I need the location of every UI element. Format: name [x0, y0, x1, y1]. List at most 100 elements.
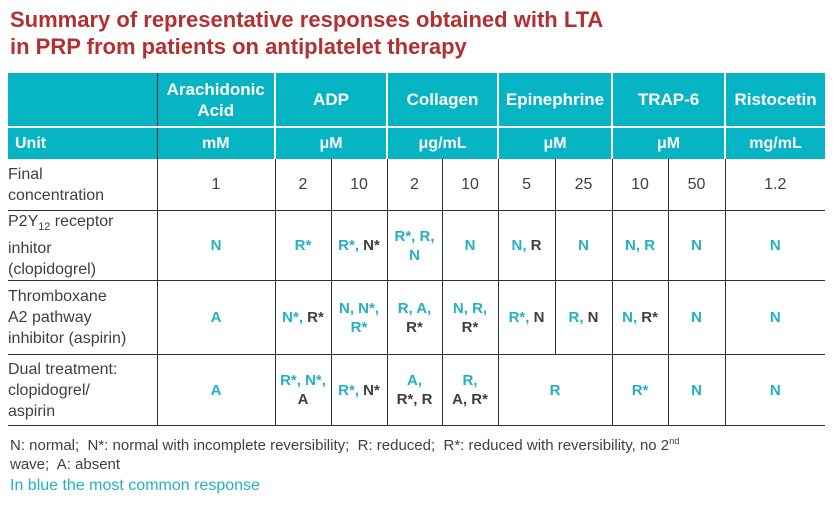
table-row-thromboxane-a2-pathway-inhibitor-aspirin: Thromboxane A2 pathway inhibitor (aspiri…	[8, 280, 826, 356]
unit-cell: μg/mL	[387, 126, 500, 159]
common-response-text: R,	[462, 372, 478, 390]
unit-cell: μM	[498, 126, 614, 159]
common-response-text: N, N*, R*	[338, 299, 379, 336]
response-cell: N	[724, 280, 826, 356]
common-response-text: N, R	[625, 237, 656, 255]
figure-title: Summary of representative responses obta…	[10, 6, 833, 60]
response-cell: 10	[330, 159, 387, 211]
table-header: Arachidonic Acid ADP Collagen Epinephrine TR…	[8, 73, 826, 159]
common-response-text: R	[549, 381, 561, 399]
figure-page: Summary of representative responses obta…	[0, 6, 833, 511]
response-cell: N	[554, 210, 613, 282]
response-cell: R*, N*	[330, 354, 387, 427]
common-response-text: N	[769, 237, 781, 255]
response-cell: 1.2	[724, 159, 826, 211]
response-text: N	[529, 309, 545, 327]
response-cell: R*, N*, A	[274, 354, 331, 427]
common-response-text: R*	[294, 237, 312, 255]
response-text: Dual treatment: clopidogrel/ aspirin	[8, 360, 118, 420]
response-cell: R	[497, 354, 613, 427]
common-response-text: R*,	[338, 237, 359, 255]
common-response-text: N	[464, 237, 476, 255]
table-row-final-concentration: Final concentration 1 2 10 2 10 5 25 10 50 1.2	[8, 159, 826, 211]
response-text: 50	[687, 176, 706, 193]
response-text: R*	[637, 309, 658, 327]
agonist-header: Arachidonic Acid	[157, 73, 276, 127]
common-response-text: A	[210, 381, 222, 399]
agonist-header: Ristocetin	[725, 73, 826, 127]
response-text: N	[583, 309, 599, 327]
common-response-text: N	[769, 309, 781, 327]
response-cell: N	[156, 210, 275, 282]
response-text: 5	[522, 176, 531, 193]
row-label: P2Y12 receptor inhitor (clopidogrel)	[8, 210, 157, 282]
common-response-text: N	[691, 381, 702, 399]
agonist-header: TRAP-6	[612, 73, 727, 127]
common-response-text: A	[210, 309, 222, 327]
response-text: N: normal; N*: normal with incomplete re…	[10, 437, 670, 455]
common-response-text: R*,	[338, 381, 359, 399]
responses-table: Arachidonic Acid ADP Collagen Epinephrine TR…	[8, 73, 826, 427]
response-text: A, R*	[452, 391, 488, 409]
response-text: R*	[461, 318, 479, 336]
unit-row: Unit mM μM μg/mL μM μM mg/mL	[8, 126, 826, 159]
common-response-text: R*	[631, 381, 649, 399]
common-response-text: A,	[407, 372, 422, 390]
response-text: 1.2	[764, 176, 787, 193]
common-response-text: N, R,	[452, 299, 488, 317]
common-response-text: R,	[568, 309, 584, 327]
unit-cell: μM	[612, 126, 727, 159]
response-text: Final concentration	[8, 165, 105, 204]
response-cell: 2	[274, 159, 331, 211]
response-cell: 2	[386, 159, 442, 211]
unit-cell: μM	[275, 126, 388, 159]
response-cell: R*	[274, 210, 331, 282]
agonist-header: Epinephrine	[498, 73, 614, 127]
response-cell: N	[667, 354, 726, 427]
table-body: Final concentration 1 2 10 2 10 5 25 10 50 1.2 P2Y1…	[8, 159, 826, 427]
unit-cell: mg/mL	[725, 126, 826, 159]
response-text: nd	[669, 436, 680, 447]
response-text: 2	[410, 176, 419, 193]
response-text: N*	[359, 237, 380, 255]
response-cell: R*, R, N	[386, 210, 442, 282]
common-response-text: N*,	[282, 309, 303, 327]
response-cell: A	[156, 280, 275, 356]
response-text: R	[526, 237, 542, 255]
response-cell: 10	[441, 159, 499, 211]
response-cell: A	[156, 354, 275, 427]
response-text: wave; A: absent	[10, 456, 121, 474]
response-text: R*, R	[396, 391, 433, 409]
common-response-text: R*, R, N	[394, 227, 435, 264]
response-cell: 5	[497, 159, 556, 211]
response-text: 25	[574, 176, 593, 193]
response-cell: N	[667, 280, 726, 356]
row-label: Dual treatment: clopidogrel/ aspirin	[8, 354, 157, 427]
figure-title-line1: Summary of representative responses obta…	[10, 7, 604, 32]
response-text: P2Y	[8, 213, 39, 230]
response-text: 10	[631, 176, 649, 193]
common-response-text: R*,	[508, 309, 530, 327]
response-text: receptor inhitor (clopidogrel)	[8, 213, 114, 279]
response-cell: N	[667, 210, 726, 282]
agonist-header-row: Arachidonic Acid ADP Collagen Epinephrine TR…	[8, 73, 826, 127]
response-cell: 25	[554, 159, 613, 211]
response-text: 2	[298, 176, 308, 193]
response-cell: N	[724, 210, 826, 282]
response-text: R*	[303, 309, 324, 327]
common-response-text: N	[691, 237, 702, 255]
response-cell: N	[724, 354, 826, 427]
common-response-text: N	[578, 237, 589, 255]
response-text: 10	[350, 176, 368, 193]
response-cell: N, N*, R*	[330, 280, 387, 356]
common-response-text: R, A,	[397, 299, 432, 317]
common-response-text: N	[769, 381, 781, 399]
response-cell: 10	[611, 159, 669, 211]
response-text: R*	[406, 318, 423, 336]
response-cell: N	[441, 210, 499, 282]
response-cell: R*, N	[497, 280, 556, 356]
figure-title-line2: in PRP from patients on antiplatelet the…	[10, 34, 467, 59]
response-cell: N, R*	[611, 280, 669, 356]
response-text: 10	[461, 176, 479, 193]
response-text: 1	[211, 176, 221, 193]
